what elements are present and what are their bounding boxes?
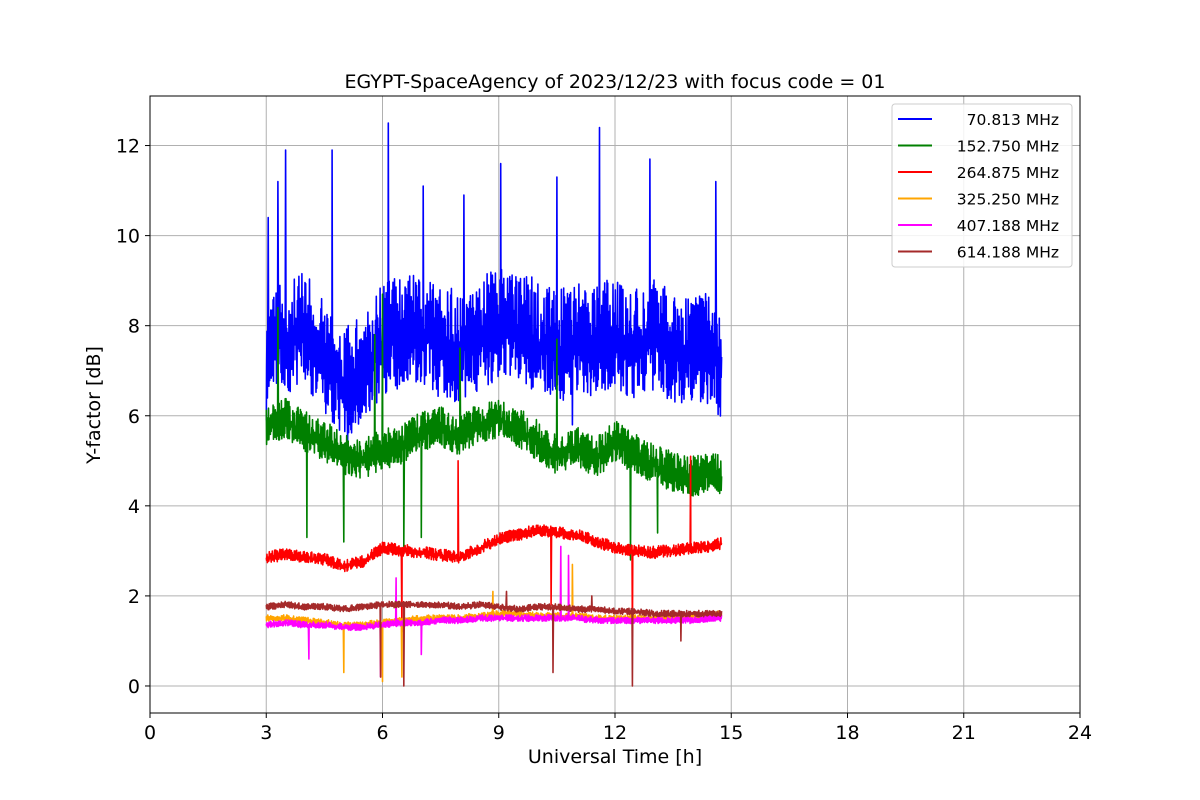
legend-label: 264.875 MHz — [957, 164, 1059, 182]
x-tick-label: 0 — [144, 722, 156, 744]
series-line-5 — [265, 545, 723, 678]
legend-label: 614.188 MHz — [957, 244, 1059, 262]
y-tick-label: 4 — [128, 496, 140, 518]
legend-box — [891, 103, 1073, 268]
legend-label: 407.188 MHz — [957, 217, 1059, 235]
legend-label: 70.813 MHz — [967, 111, 1059, 129]
legend-label: 325.250 MHz — [957, 191, 1059, 209]
y-tick-label: 0 — [128, 676, 140, 698]
x-tick-label: 24 — [1068, 722, 1092, 744]
y-tick-label: 6 — [128, 406, 140, 428]
series-line-6 — [265, 590, 723, 687]
y-tick-label: 10 — [116, 226, 140, 248]
x-tick-label: 12 — [603, 722, 627, 744]
x-tick-label: 9 — [493, 722, 505, 744]
series-layer — [265, 122, 723, 687]
x-axis-label: Universal Time [h] — [528, 746, 702, 768]
x-tick-label: 6 — [376, 722, 388, 744]
x-tick-label: 18 — [835, 722, 859, 744]
chart-title: EGYPT-SpaceAgency of 2023/12/23 with foc… — [345, 71, 886, 93]
series-line-2 — [265, 293, 723, 561]
series-line-1 — [265, 122, 723, 444]
x-tick-label: 15 — [719, 722, 743, 744]
y-tick-label: 12 — [116, 136, 140, 158]
y-tick-label: 8 — [128, 316, 140, 338]
x-tick-label: 21 — [952, 722, 976, 744]
legend-label: 152.750 MHz — [957, 138, 1059, 156]
series-line-3 — [265, 455, 723, 638]
y-axis-label: Y-factor [dB] — [83, 346, 105, 465]
x-tick-label: 3 — [260, 722, 272, 744]
y-tick-label: 2 — [128, 586, 140, 608]
legend: 70.813 MHz 152.750 MHz 264.875 MHz 325.250 … — [891, 103, 1073, 268]
